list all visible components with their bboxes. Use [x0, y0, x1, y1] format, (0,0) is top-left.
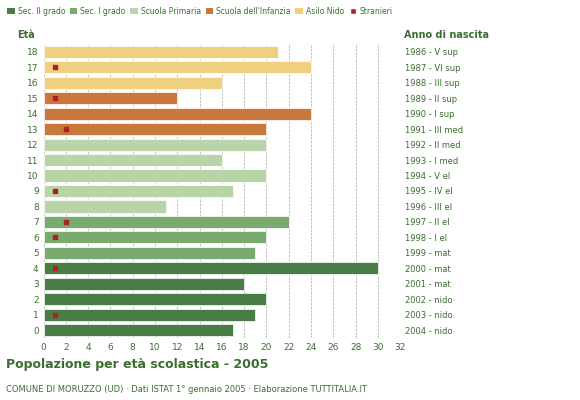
Bar — [44, 154, 222, 166]
Text: Anno di nascita: Anno di nascita — [404, 30, 489, 40]
Bar — [44, 324, 233, 336]
Bar — [44, 200, 166, 212]
Bar — [44, 216, 289, 228]
Bar — [44, 170, 266, 182]
Bar — [44, 108, 311, 120]
Legend: Sec. II grado, Sec. I grado, Scuola Primaria, Scuola dell'Infanzia, Asilo Nido, : Sec. II grado, Sec. I grado, Scuola Prim… — [4, 4, 396, 19]
Bar — [44, 309, 255, 321]
Bar — [44, 92, 177, 104]
Bar — [44, 77, 222, 89]
Bar — [44, 46, 278, 58]
Bar — [44, 138, 266, 151]
Bar — [44, 185, 233, 197]
Bar — [44, 231, 266, 244]
Bar — [44, 262, 378, 274]
Bar — [44, 123, 266, 135]
Bar — [44, 61, 311, 73]
Text: Popolazione per età scolastica - 2005: Popolazione per età scolastica - 2005 — [6, 358, 268, 371]
Bar — [44, 247, 255, 259]
Bar — [44, 293, 266, 305]
Text: COMUNE DI MORUZZO (UD) · Dati ISTAT 1° gennaio 2005 · Elaborazione TUTTITALIA.IT: COMUNE DI MORUZZO (UD) · Dati ISTAT 1° g… — [6, 385, 367, 394]
Text: Età: Età — [17, 30, 34, 40]
Bar — [44, 278, 244, 290]
